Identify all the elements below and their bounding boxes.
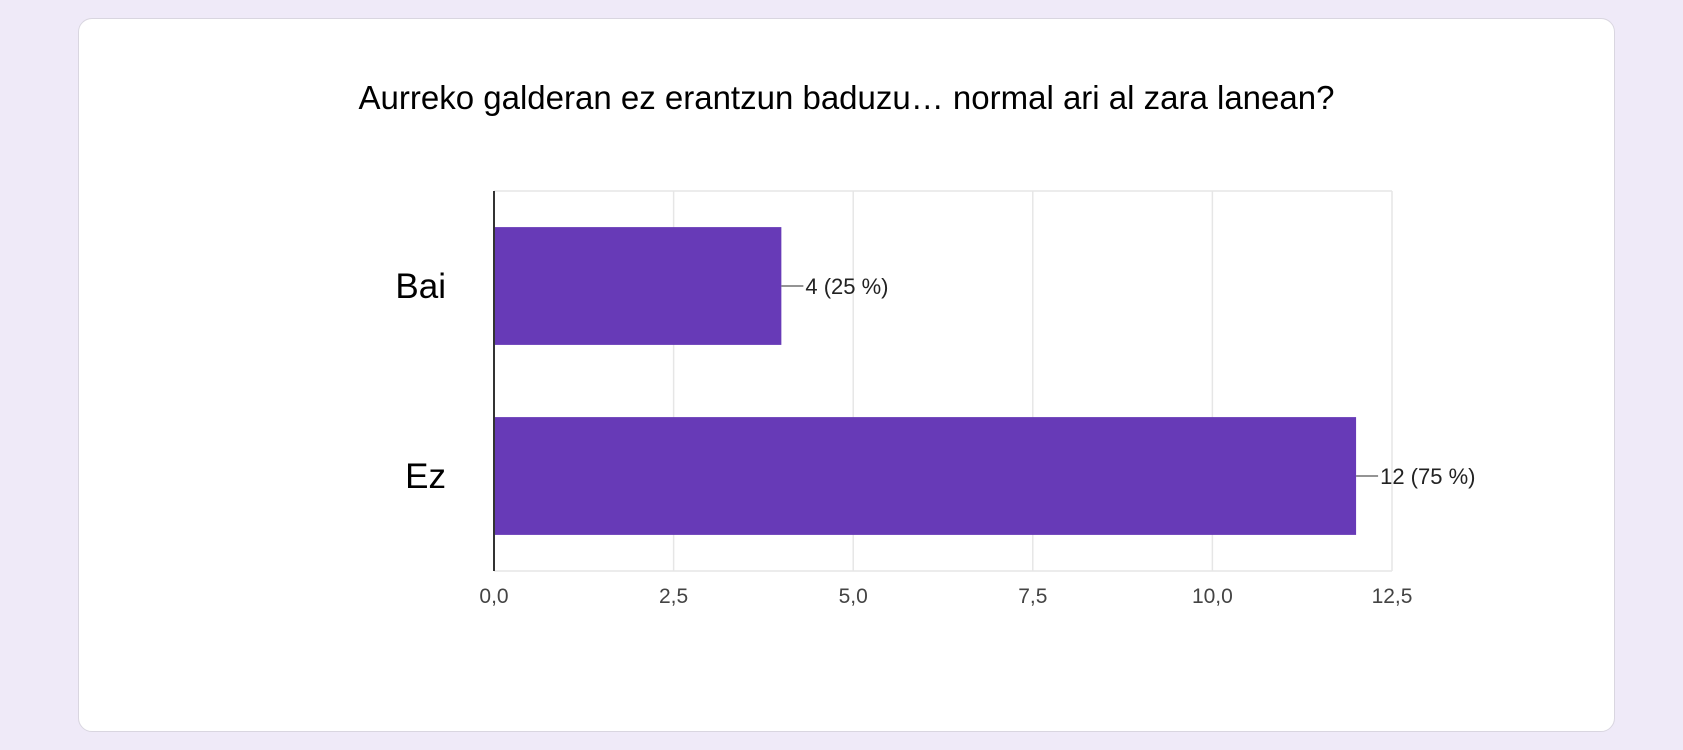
bar-bai [494,227,782,345]
chart-title: Aurreko galderan ez erantzun baduzu… nor… [358,79,1335,116]
bar-chart: 0,0 2,5 5,0 7,5 10,0 12,5 Bai 4 (25 %) Ez 12 (75 … [395,190,1475,608]
chart-card: Aurreko galderan ez erantzun baduzu… nor… [78,18,1615,732]
labels: 0,0 2,5 5,0 7,5 10,0 12,5 Bai 4 (25 %) Ez 12 (75 … [395,267,1475,608]
x-tick-label: 0,0 [479,585,508,608]
category-label: Bai [395,267,446,306]
data-label: 12 (75 %) [1380,464,1475,489]
bars [494,227,1357,535]
x-tick-label: 12,5 [1372,585,1413,608]
data-label: 4 (25 %) [805,274,888,299]
x-tick-label: 5,0 [839,585,868,608]
x-tick-label: 10,0 [1192,585,1233,608]
category-label: Ez [405,457,446,496]
x-tick-label: 7,5 [1018,585,1047,608]
x-tick-label: 2,5 [659,585,688,608]
bar-ez [494,417,1357,535]
